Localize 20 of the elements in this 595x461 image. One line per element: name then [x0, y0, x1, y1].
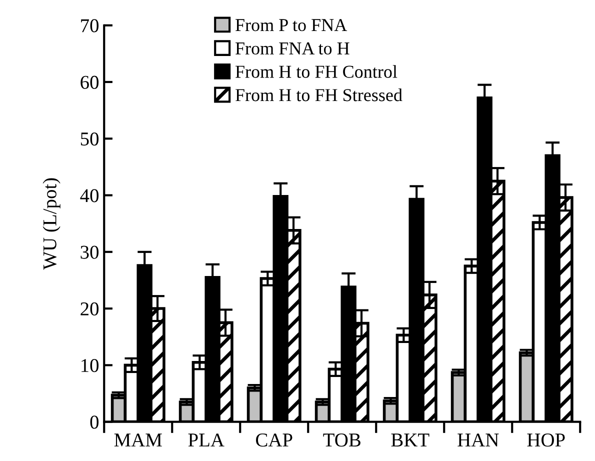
x-tick-label: PLA [188, 434, 224, 446]
x-tick-label: HAN [458, 434, 499, 446]
legend-label: From H to FH Control [235, 65, 398, 78]
x-tick-label: HOP [527, 434, 565, 447]
y-tick-label: 50 [80, 132, 99, 146]
x-tick-label: MAM [114, 434, 162, 446]
legend-label: From FNA to H [235, 42, 350, 55]
x-tick-label: BKT [391, 434, 430, 446]
y-tick-label: 10 [82, 358, 99, 372]
x-tick-label: CAP [256, 434, 292, 447]
y-tick-label: 70 [81, 19, 99, 32]
y-axis-title: WU (L/pot) [42, 178, 60, 270]
y-tick-label: 30 [80, 246, 99, 259]
x-tick-label: TOB [323, 434, 360, 447]
y-tick-label: 20 [80, 302, 99, 316]
legend-label: From H to FH Stressed [235, 88, 402, 102]
y-tick-label: 60 [80, 76, 99, 89]
y-tick-label: 0 [90, 416, 99, 429]
legend-label: From P to FNA [235, 19, 348, 32]
y-tick-label: 40 [80, 189, 99, 202]
